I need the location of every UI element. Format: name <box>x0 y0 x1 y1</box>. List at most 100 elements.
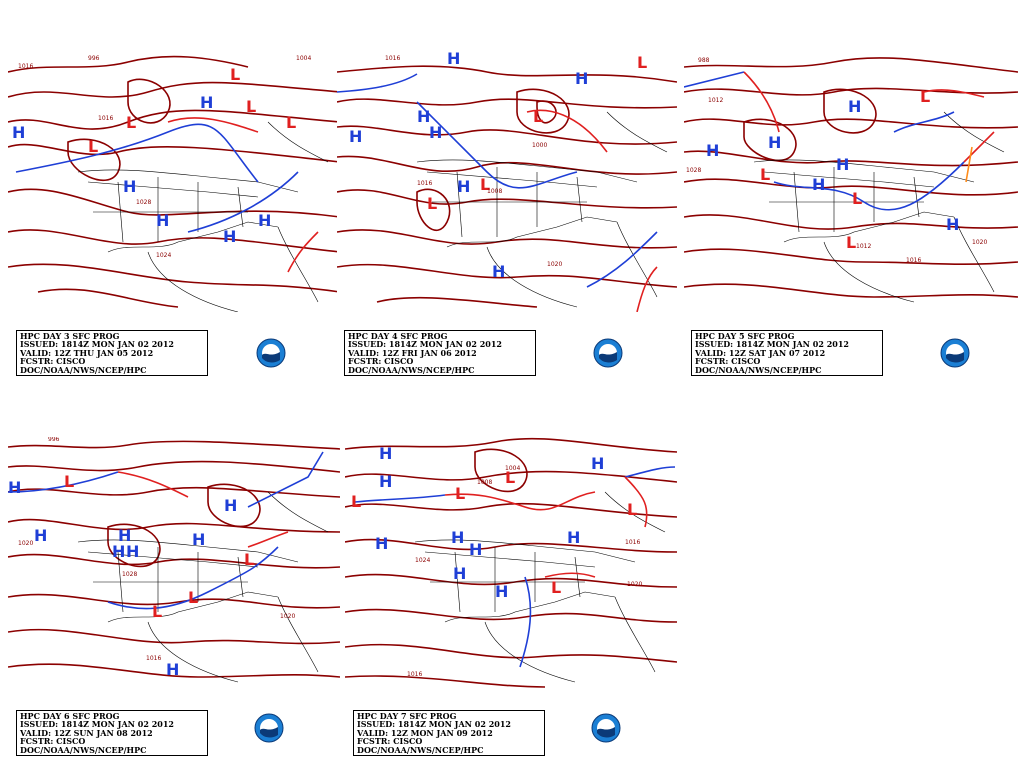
high-symbol: H <box>453 564 466 583</box>
low-symbol: L <box>126 113 136 132</box>
isobar-label: 1020 <box>547 261 562 268</box>
cold-front <box>8 451 324 610</box>
weather-map-day6: H H H H H H H H L L L L 1020 1016 1028 1… <box>8 437 340 691</box>
caption-agency: DOC/NOAA/NWS/NCEP/HPC <box>695 364 822 375</box>
isobar-label: 1016 <box>385 55 400 62</box>
isobar-label: 1024 <box>415 557 430 564</box>
high-symbol: H <box>495 582 508 601</box>
isobar-label: 1024 <box>156 252 171 259</box>
low-pressure-symbols: L L L L L <box>351 468 637 597</box>
cold-front <box>354 466 676 668</box>
high-symbol: H <box>34 526 47 545</box>
high-symbol: H <box>166 660 179 679</box>
map-borders <box>77 491 329 683</box>
low-symbol: L <box>551 578 561 597</box>
high-symbol: H <box>457 177 470 196</box>
isobar-label: 1028 <box>136 199 151 206</box>
high-symbol: H <box>417 107 430 126</box>
caption-title: HPC DAY 3 SFC PROG <box>20 331 120 341</box>
high-pressure-symbols: H H H H H H H H H <box>375 444 604 601</box>
high-symbol: H <box>258 211 271 230</box>
low-pressure-symbols: L L L L <box>64 472 254 621</box>
isobar-labels: 1016 1016 1020 1004 1024 1008 <box>407 465 642 678</box>
high-symbol: H <box>429 123 442 142</box>
caption-forecaster: FCSTR: CISCO <box>348 356 414 367</box>
high-symbol: H <box>8 478 21 497</box>
isobar-label: 1016 <box>18 63 33 70</box>
high-symbol: H <box>379 444 392 463</box>
low-pressure-symbols: L L L L <box>427 53 647 213</box>
caption-forecaster: FCSTR: CISCO <box>20 356 86 367</box>
isobar-labels: 1016 1020 1008 1000 1016 <box>385 55 562 268</box>
isobar-label: 996 <box>48 437 60 443</box>
low-symbol: L <box>230 65 240 84</box>
prog-panel-day5: H H H H H H L L L L 1028 1012 1016 1020 … <box>684 52 1018 382</box>
forecast-caption: HPC DAY 6 SFC PROG ISSUED: 1814Z MON JAN… <box>16 710 208 756</box>
caption-forecaster: FCSTR: CISCO <box>695 356 761 367</box>
noaa-logo-icon <box>593 338 623 368</box>
low-symbol: L <box>846 233 856 252</box>
caption-issued: ISSUED: 1814Z MON JAN 02 2012 <box>20 339 174 350</box>
isobar-label: 1008 <box>487 188 502 195</box>
isobar-label: 1012 <box>708 97 723 104</box>
low-symbol: L <box>920 87 930 106</box>
caption-agency: DOC/NOAA/NWS/NCEP/HPC <box>20 744 147 755</box>
noaa-logo-icon <box>256 338 286 368</box>
caption-forecaster: FCSTR: CISCO <box>357 736 423 747</box>
isobars <box>337 65 677 308</box>
weather-map-day7: H H H H H H H H H L L L L L 1016 1016 10… <box>345 437 677 691</box>
forecast-caption: HPC DAY 4 SFC PROG ISSUED: 1814Z MON JAN… <box>344 330 536 376</box>
high-symbol: H <box>112 542 125 561</box>
cold-front <box>337 73 658 288</box>
noaa-logo-icon <box>940 338 970 368</box>
warm-front <box>444 476 648 578</box>
high-symbol: H <box>469 540 482 559</box>
high-pressure-symbols: H H H H H H <box>12 93 271 246</box>
caption-forecaster: FCSTR: CISCO <box>20 736 86 747</box>
isobar-label: 1016 <box>407 671 422 678</box>
low-symbol: L <box>760 165 770 184</box>
isobar-label: 1012 <box>856 243 871 250</box>
low-symbol: L <box>244 550 254 569</box>
low-symbol: L <box>480 175 490 194</box>
isobar-label: 996 <box>88 55 100 62</box>
warm-front <box>743 71 995 163</box>
high-symbol: H <box>192 530 205 549</box>
high-symbol: H <box>200 93 213 112</box>
high-pressure-symbols: H H H H H H H <box>349 52 588 281</box>
high-symbol: H <box>223 227 236 246</box>
map-borders <box>77 121 329 312</box>
high-symbol: H <box>447 52 460 68</box>
low-symbol: L <box>505 468 515 487</box>
map-borders <box>753 111 1005 303</box>
low-symbol: L <box>533 107 543 126</box>
isobar-label: 1016 <box>98 115 113 122</box>
isobar-label: 1000 <box>532 142 547 149</box>
caption-agency: DOC/NOAA/NWS/NCEP/HPC <box>20 364 147 375</box>
high-symbol: H <box>12 123 25 142</box>
low-symbol: L <box>637 53 647 72</box>
high-symbol: H <box>126 542 139 561</box>
prog-panel-day4: H H H H H H H L L L L 1016 1020 1008 100… <box>337 52 677 382</box>
high-symbol: H <box>836 155 849 174</box>
low-pressure-symbols: L L L L <box>760 87 930 252</box>
weather-map-day3: H H H H H H L L L L L 1024 1028 1016 101… <box>8 52 340 312</box>
prog-panel-day3: H H H H H H L L L L L 1024 1028 1016 101… <box>8 52 340 382</box>
prog-panel-day6: H H H H H H H H L L L L 1020 1016 1028 1… <box>8 437 340 765</box>
caption-issued: ISSUED: 1814Z MON JAN 02 2012 <box>695 339 849 350</box>
high-symbol: H <box>768 133 781 152</box>
low-symbol: L <box>286 113 296 132</box>
caption-title: HPC DAY 4 SFC PROG <box>348 331 448 341</box>
weather-map-day4: H H H H H H H L L L L 1016 1020 1008 100… <box>337 52 677 312</box>
caption-issued: ISSUED: 1814Z MON JAN 02 2012 <box>20 719 174 730</box>
caption-issued: ISSUED: 1814Z MON JAN 02 2012 <box>357 719 511 730</box>
isobar-label: 1020 <box>627 581 642 588</box>
isobar-label: 1020 <box>280 613 295 620</box>
low-symbol: L <box>627 500 637 519</box>
low-pressure-symbols: L L L L L <box>88 65 296 156</box>
low-symbol: L <box>351 492 361 511</box>
warm-front <box>117 471 289 548</box>
high-symbol: H <box>492 262 505 281</box>
high-symbol: H <box>848 97 861 116</box>
caption-title: HPC DAY 5 SFC PROG <box>695 331 795 341</box>
